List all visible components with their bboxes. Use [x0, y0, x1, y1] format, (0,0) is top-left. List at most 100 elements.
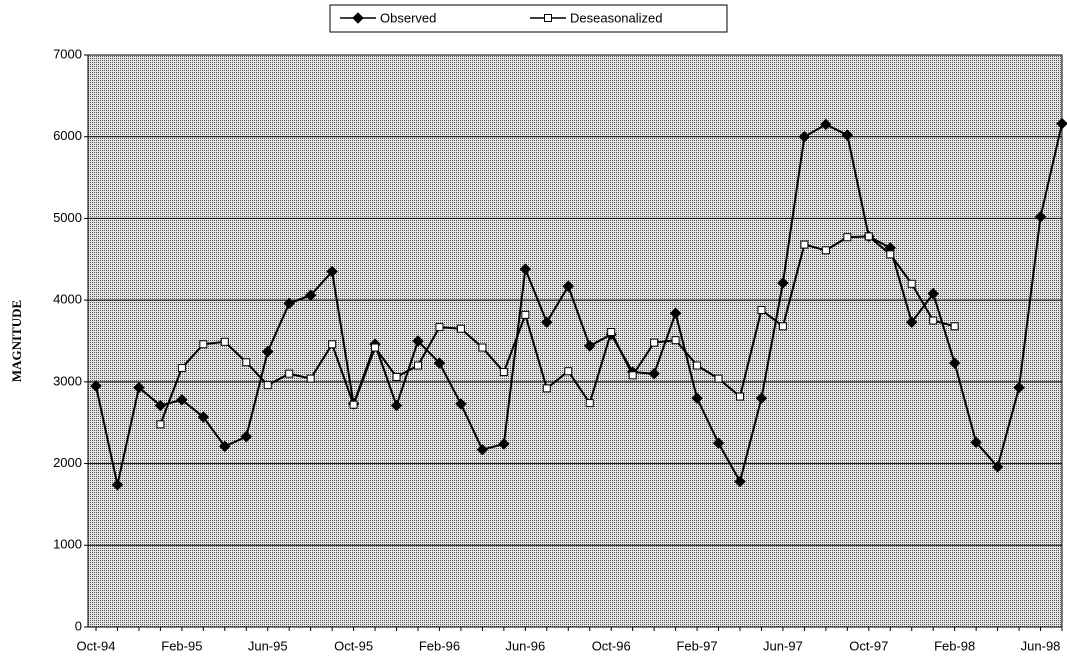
point: [392, 372, 401, 381]
point: [176, 394, 188, 406]
point: [1034, 211, 1047, 223]
point: [283, 297, 295, 310]
x-tick-label: Feb-97: [676, 638, 717, 653]
point: [390, 399, 403, 412]
point: [476, 443, 489, 456]
point: [714, 374, 723, 383]
point: [991, 461, 1004, 473]
point: [328, 340, 337, 349]
y-axis-label: MAGNITUDE: [9, 300, 24, 382]
point: [777, 277, 789, 289]
point: [219, 440, 231, 453]
point: [948, 357, 961, 369]
x-tick-label: Jun-97: [763, 638, 803, 653]
legend-label: Observed: [380, 10, 436, 25]
point: [800, 240, 809, 249]
point: [433, 357, 446, 369]
point: [841, 129, 854, 141]
point: [906, 316, 918, 328]
point: [669, 307, 682, 319]
point: [326, 265, 338, 278]
point: [242, 358, 251, 367]
point: [199, 340, 208, 349]
point: [584, 340, 596, 352]
point: [562, 280, 574, 292]
plot-area: [87, 54, 1063, 628]
x-tick-label: Jun-96: [505, 638, 545, 653]
point: [240, 430, 252, 443]
point: [371, 343, 380, 352]
point: [262, 345, 274, 358]
x-tick-label: Oct-94: [76, 638, 115, 653]
point: [650, 338, 659, 347]
y-tick-label: 6000: [53, 128, 82, 143]
point: [156, 420, 165, 429]
point: [542, 384, 551, 393]
point: [177, 363, 186, 372]
point: [628, 371, 637, 380]
point: [755, 392, 768, 404]
x-tick-label: Jun-95: [248, 638, 288, 653]
point: [349, 400, 358, 409]
legend-marker: [544, 14, 552, 22]
x-tick-label: Feb-95: [161, 638, 202, 653]
y-tick-label: 1000: [53, 537, 82, 552]
point: [1056, 117, 1067, 130]
point: [757, 305, 766, 314]
point: [648, 367, 660, 380]
point: [927, 287, 939, 300]
y-tick-label: 7000: [53, 46, 82, 61]
point: [521, 310, 530, 319]
point: [306, 374, 315, 383]
y-tick-label: 2000: [53, 455, 82, 470]
point: [285, 369, 294, 378]
point: [133, 381, 145, 394]
point: [499, 368, 508, 377]
x-tick-label: Feb-98: [934, 638, 975, 653]
point: [478, 343, 487, 352]
point: [541, 316, 553, 328]
point: [736, 392, 744, 401]
point: [1013, 381, 1025, 394]
point: [778, 322, 787, 331]
point: [798, 131, 811, 143]
point: [564, 367, 573, 376]
x-tick-label: Jun-98: [1021, 638, 1061, 653]
point: [585, 399, 594, 408]
point: [263, 381, 272, 390]
point: [412, 335, 424, 347]
series-line: [95, 123, 1063, 486]
y-tick-label: 0: [75, 618, 82, 633]
point: [455, 398, 467, 410]
point: [907, 279, 916, 288]
point: [734, 475, 746, 488]
y-tick-label: 5000: [53, 210, 82, 225]
x-tick-label: Oct-97: [849, 638, 888, 653]
point: [691, 392, 703, 404]
point: [820, 118, 832, 131]
point: [886, 250, 895, 259]
point: [821, 246, 830, 255]
point: [864, 232, 873, 241]
point: [90, 380, 102, 392]
point: [970, 436, 982, 449]
point: [671, 336, 680, 345]
x-tick-label: Oct-95: [334, 638, 373, 653]
point: [693, 361, 702, 370]
y-tick-label: 3000: [53, 373, 82, 388]
point: [220, 337, 229, 346]
point: [154, 399, 167, 412]
point: [843, 233, 852, 242]
point: [498, 438, 510, 450]
x-tick-label: Feb-96: [419, 638, 460, 653]
point: [435, 323, 444, 332]
point: [456, 324, 465, 333]
y-tick-label: 4000: [53, 292, 82, 307]
point: [414, 361, 422, 370]
point: [950, 322, 959, 331]
point: [712, 437, 725, 449]
point: [929, 316, 938, 325]
legend-marker: [352, 12, 364, 24]
point: [519, 263, 532, 275]
